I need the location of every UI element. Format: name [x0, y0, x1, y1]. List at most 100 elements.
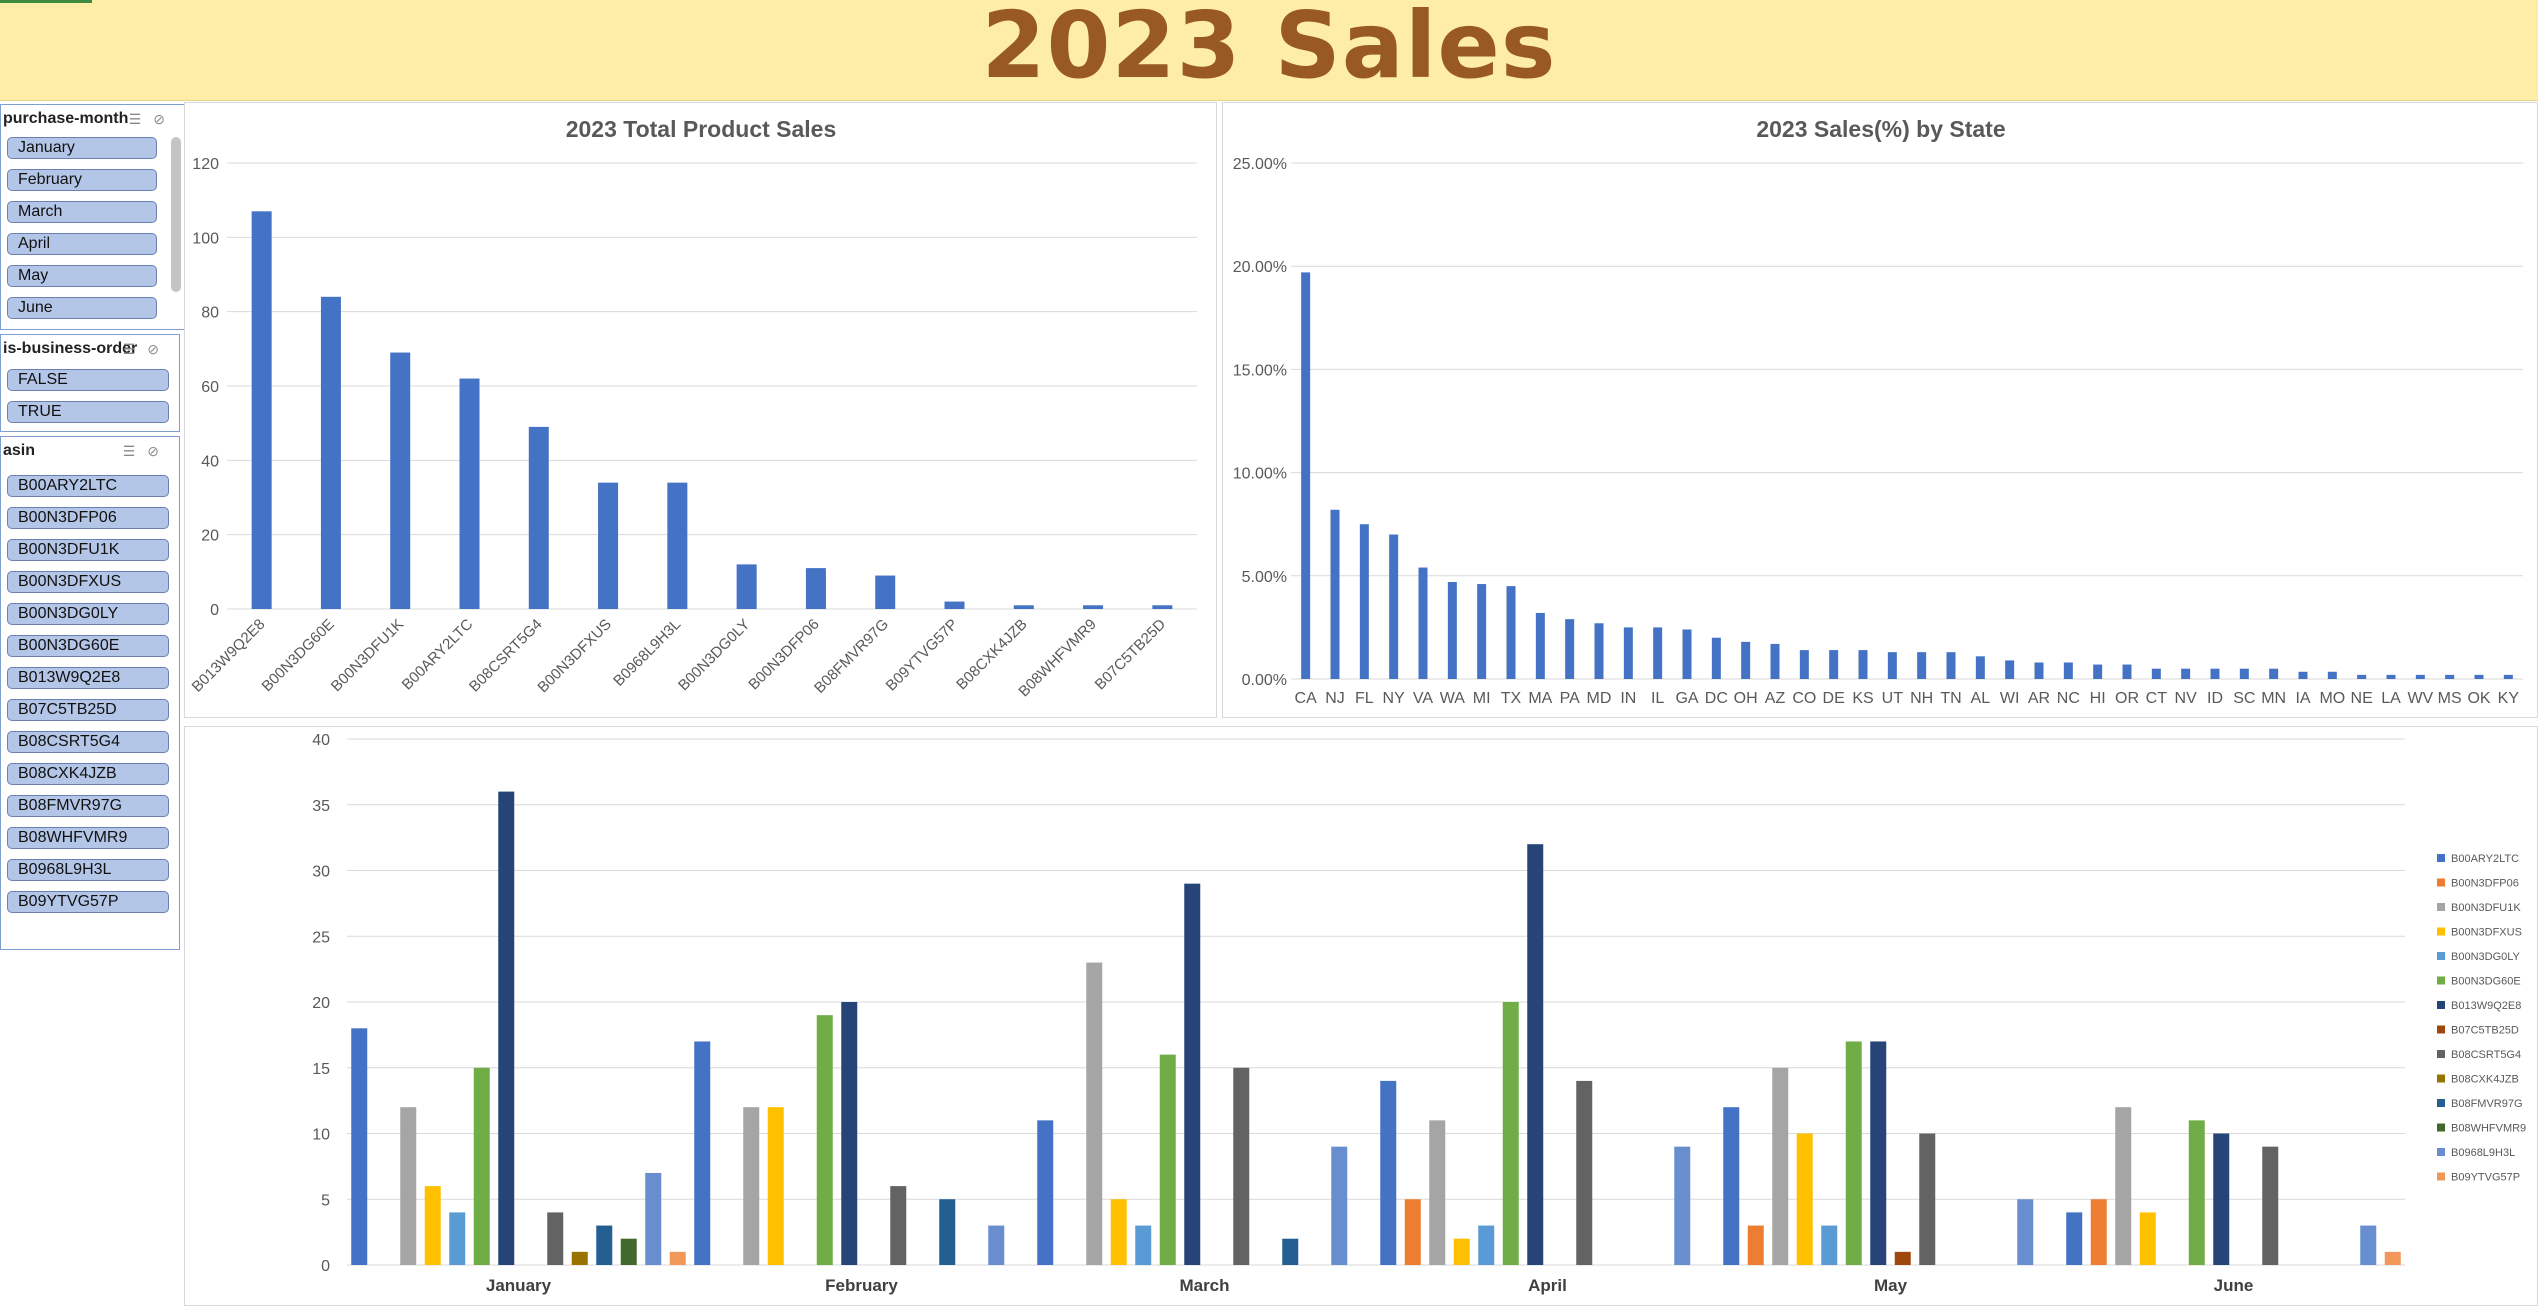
bar	[2210, 668, 2220, 679]
slicer-item[interactable]: May	[7, 265, 157, 287]
y-tick-label: 35	[312, 798, 330, 815]
x-tick-label: B00N3DFU1K	[328, 616, 407, 695]
slicer-item[interactable]: B00ARY2LTC	[7, 475, 169, 497]
bar	[1301, 272, 1311, 679]
slicer-item[interactable]: TRUE	[7, 401, 169, 423]
legend-entry: B00N3DG0LY	[2451, 951, 2521, 963]
slicer-item[interactable]: March	[7, 201, 157, 223]
slicer-scrollbar[interactable]	[171, 137, 181, 292]
x-tick-label: GA	[1675, 690, 1698, 707]
bar	[2151, 668, 2161, 679]
x-tick-label: MD	[1587, 690, 1612, 707]
legend-entry: B08FMVR97G	[2451, 1098, 2523, 1110]
bar	[1429, 1120, 1446, 1265]
x-tick-label: MN	[2261, 690, 2286, 707]
x-tick-label: MS	[2438, 690, 2462, 707]
legend-swatch	[2437, 878, 2445, 887]
x-tick-label: B08CXK4JZB	[953, 616, 1030, 693]
bar	[424, 1186, 441, 1265]
x-tick-label: CO	[1792, 690, 1816, 707]
multi-select-icon[interactable]: ☰	[122, 443, 148, 459]
bar	[1653, 627, 1663, 679]
slicer-title: asin	[3, 442, 36, 459]
bar	[1478, 1225, 1495, 1265]
y-tick-label: 0	[210, 602, 219, 619]
bar	[528, 426, 549, 609]
y-tick-label: 120	[192, 156, 219, 173]
slicer-item[interactable]: B08FMVR97G	[7, 795, 169, 817]
y-tick-label: 10.00%	[1233, 466, 1287, 483]
bar	[736, 564, 757, 609]
bar	[1152, 605, 1173, 609]
clear-filter-icon[interactable]: ⊘	[147, 443, 171, 459]
bar	[547, 1212, 564, 1265]
multi-select-icon[interactable]: ☰	[122, 341, 148, 357]
bar	[1623, 627, 1633, 679]
bar	[1477, 584, 1487, 679]
slicer-item[interactable]: January	[7, 137, 157, 159]
slicer-item[interactable]: April	[7, 233, 157, 255]
x-tick-label: AL	[1971, 690, 1991, 707]
bar	[743, 1107, 760, 1265]
slicer-purchase-month: purchase-month ☰⊘ January February March Ap…	[0, 104, 186, 330]
legend-swatch	[2437, 927, 2445, 936]
sheet-tab-indicator	[0, 0, 92, 3]
x-tick-label: B013W9Q2E8	[189, 616, 269, 696]
y-tick-label: 100	[192, 230, 219, 247]
bar	[1919, 1133, 1936, 1265]
slicer-item[interactable]: B00N3DG60E	[7, 635, 169, 657]
x-tick-label: January	[486, 1276, 552, 1295]
y-tick-label: 15.00%	[1233, 362, 1287, 379]
bar	[1184, 883, 1201, 1265]
bar	[351, 1028, 368, 1265]
x-tick-label: WV	[2407, 690, 2433, 707]
slicer-item[interactable]: B08WHFVMR9	[7, 827, 169, 849]
legend-entry: B08CSRT5G4	[2451, 1049, 2521, 1061]
legend-entry: B07C5TB25D	[2451, 1025, 2519, 1037]
slicer-item[interactable]: B00N3DFXUS	[7, 571, 169, 593]
slicer-item[interactable]: B013W9Q2E8	[7, 667, 169, 689]
legend-swatch	[2437, 1099, 2445, 1107]
slicer-item[interactable]: B00N3DFP06	[7, 507, 169, 529]
x-tick-label: UT	[1882, 690, 1904, 707]
x-tick-label: OK	[2467, 690, 2490, 707]
legend-swatch	[2437, 1001, 2445, 1009]
bar	[1110, 1199, 1127, 1265]
slicer-item[interactable]: June	[7, 297, 157, 319]
slicer-item[interactable]: FALSE	[7, 369, 169, 391]
slicer-item[interactable]: B0968L9H3L	[7, 859, 169, 881]
multi-select-icon[interactable]: ☰	[128, 111, 154, 127]
bar	[2384, 1251, 2401, 1265]
bar	[1894, 1251, 1911, 1265]
bar	[2188, 1120, 2205, 1265]
slicer-item[interactable]: B08CXK4JZB	[7, 763, 169, 785]
y-tick-label: 25	[312, 929, 330, 946]
x-tick-label: May	[1874, 1276, 1908, 1295]
bar	[1770, 643, 1780, 679]
y-tick-label: 60	[201, 379, 219, 396]
slicer-item[interactable]: B09YTVG57P	[7, 891, 169, 913]
x-tick-label: March	[1179, 1276, 1229, 1295]
slicer-item[interactable]: B00N3DG0LY	[7, 603, 169, 625]
bar	[2122, 664, 2132, 679]
clear-filter-icon[interactable]: ⊘	[153, 111, 177, 127]
bar	[2503, 674, 2513, 679]
legend-entry: B00N3DG60E	[2451, 976, 2521, 988]
x-tick-label: B00N3DFXUS	[534, 616, 614, 696]
clear-filter-icon[interactable]: ⊘	[147, 341, 171, 357]
bar	[251, 211, 272, 610]
slicer-item[interactable]: B08CSRT5G4	[7, 731, 169, 753]
legend-swatch	[2437, 1074, 2445, 1083]
x-tick-label: OR	[2115, 690, 2139, 707]
slicer-item[interactable]: B07C5TB25D	[7, 699, 169, 721]
y-tick-label: 20.00%	[1233, 259, 1287, 276]
monthly-sales-chart: 0 5 10 15 20 25 30 35 40 January February March Apri…	[312, 732, 2526, 1295]
slicer-item[interactable]: February	[7, 169, 157, 191]
x-tick-label: WI	[2000, 690, 2020, 707]
bar	[1282, 1238, 1299, 1265]
bar	[320, 296, 341, 609]
bar	[1711, 637, 1721, 679]
y-tick-label: 80	[201, 305, 219, 322]
legend-swatch	[2437, 1148, 2445, 1156]
slicer-item[interactable]: B00N3DFU1K	[7, 539, 169, 561]
